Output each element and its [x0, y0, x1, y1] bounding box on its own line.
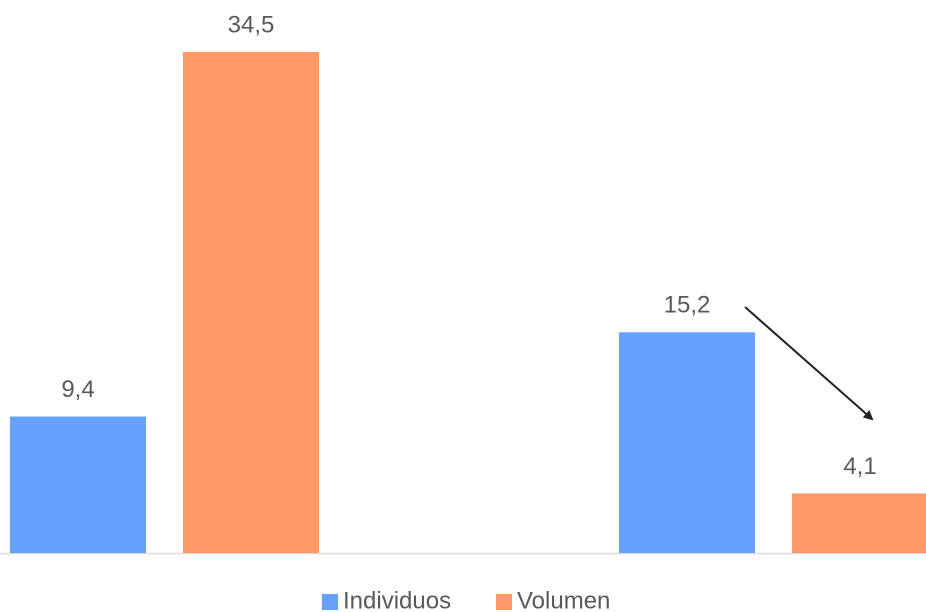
trend-arrow [744, 306, 874, 421]
bar [10, 416, 146, 553]
bar [792, 493, 926, 553]
bar [619, 332, 755, 553]
legend-label: Volumen [517, 587, 610, 612]
data-label: 15,2 [664, 292, 711, 319]
data-label: 34,5 [228, 11, 275, 38]
legend-swatch [496, 594, 512, 610]
legend-label: Individuos [343, 587, 451, 612]
data-label: 9,4 [61, 376, 94, 403]
legend-swatch [322, 594, 338, 610]
data-label: 4,1 [843, 453, 876, 480]
bar [183, 52, 319, 553]
